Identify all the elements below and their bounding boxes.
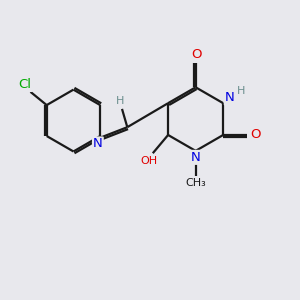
Text: CH₃: CH₃ (185, 178, 206, 188)
Text: H: H (237, 86, 245, 96)
Text: Cl: Cl (19, 78, 32, 91)
Text: N: N (191, 151, 200, 164)
Text: N: N (93, 137, 103, 151)
Text: OH: OH (141, 157, 158, 166)
Text: N: N (225, 92, 235, 104)
Text: H: H (116, 96, 125, 106)
Text: O: O (191, 48, 202, 62)
Text: O: O (250, 128, 261, 142)
